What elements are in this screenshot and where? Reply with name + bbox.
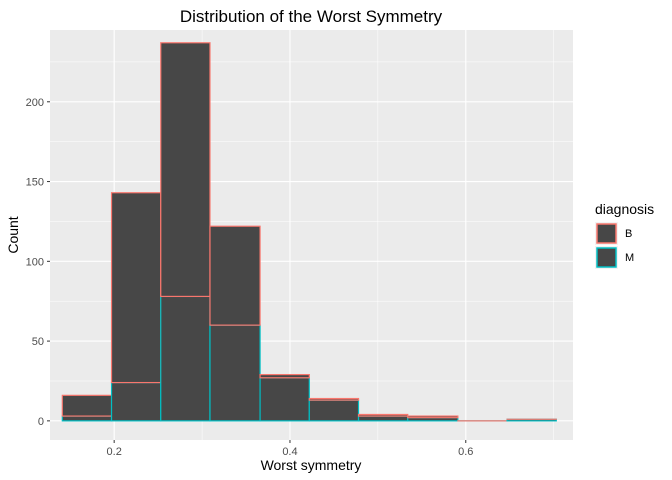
grid-layer [50,30,573,440]
y-tick-label: 0 [38,416,44,428]
y-axis: 0 50 100 150 200 [26,97,50,428]
y-axis-title: Count [5,216,21,253]
bar-M-1 [110,381,162,422]
legend-key-B [596,223,617,244]
x-tick-label: 0.6 [458,446,473,458]
bar-B-1 [110,192,162,384]
legend-label-M: M [625,252,634,264]
bar-M-0 [61,415,113,422]
bar-M-2 [160,295,211,422]
bar-B-6 [357,413,409,417]
y-tick-label: 200 [26,97,44,109]
legend: diagnosis BM [595,201,654,269]
bar-M-5 [308,399,360,422]
bar-B-5 [308,397,360,401]
bar-B-2 [160,42,211,298]
bar-B-7 [407,415,459,419]
y-tick-label: 50 [32,336,44,348]
bar-M-3 [209,324,261,422]
legend-label-B: B [625,228,632,240]
x-tick-label: 0.4 [282,446,297,458]
bar-B-3 [209,225,261,326]
x-axis-title: Worst symmetry [261,457,362,473]
bar-B-0 [61,394,113,417]
y-tick-label: 100 [26,256,44,268]
x-axis: 0.2 0.4 0.6 [107,440,473,458]
legend-key-M [596,247,617,268]
legend-title: diagnosis [595,201,654,217]
legend-entries: BM [595,222,634,269]
y-tick-label: 150 [26,177,44,189]
bar-M-6 [357,415,409,422]
x-tick-label: 0.2 [107,446,122,458]
bar-M-4 [259,377,310,422]
bars-layer [61,42,557,422]
bar-B-4 [259,373,310,379]
chart-title: Distribution of the Worst Symmetry [180,7,443,26]
